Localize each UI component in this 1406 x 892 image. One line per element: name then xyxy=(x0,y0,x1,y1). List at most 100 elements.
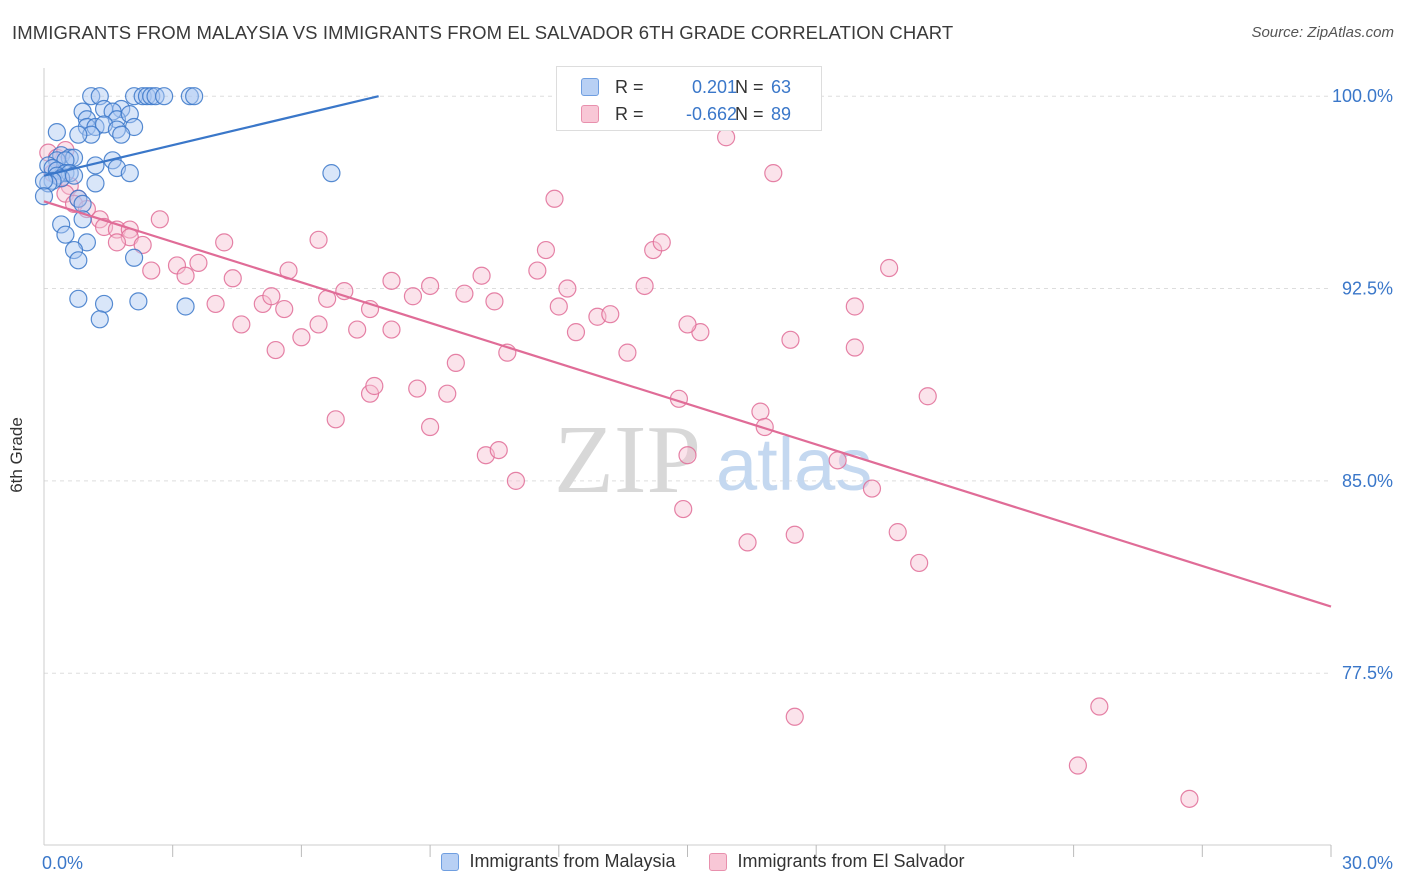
el-salvador-point xyxy=(421,276,440,296)
stats-legend: R = 0.201 N = 63 R = -0.662 N = 89 xyxy=(556,66,822,131)
malaysia-trend-line xyxy=(43,95,379,177)
y-tick-label: 92.5% xyxy=(1342,279,1393,299)
malaysia-point xyxy=(69,289,88,308)
el-salvador-point xyxy=(717,128,736,147)
malaysia-point xyxy=(90,310,109,329)
el-salvador-trend-line xyxy=(43,200,1332,608)
el-salvador-n-value: 89 xyxy=(771,103,792,124)
legend-swatch-malaysia xyxy=(441,852,460,871)
el-salvador-point xyxy=(472,266,491,285)
malaysia-point xyxy=(94,294,114,314)
el-salvador-point xyxy=(678,315,697,334)
el-salvador-point xyxy=(275,299,294,319)
malaysia-point xyxy=(69,125,88,144)
malaysia-n-value: 63 xyxy=(771,76,792,97)
malaysia-point xyxy=(64,240,84,260)
el-salvador-point xyxy=(781,330,800,349)
malaysia-swatch xyxy=(581,78,599,96)
el-salvador-swatch xyxy=(581,105,599,123)
el-salvador-point xyxy=(528,261,547,280)
el-salvador-point xyxy=(506,471,526,490)
el-salvador-point xyxy=(558,279,577,298)
y-axis-label: 6th Grade xyxy=(7,417,26,493)
x-tick-label: 30.0% xyxy=(1342,853,1393,873)
el-salvador-point xyxy=(618,343,637,362)
el-salvador-point xyxy=(189,253,208,272)
el-salvador-point xyxy=(910,553,929,573)
el-salvador-point xyxy=(382,271,401,290)
el-salvador-point xyxy=(674,499,693,519)
el-salvador-point xyxy=(845,338,864,357)
malaysia-point xyxy=(34,187,54,206)
el-salvador-point xyxy=(133,235,152,255)
el-salvador-point xyxy=(232,315,251,334)
r-label: R = xyxy=(615,103,644,124)
el-salvador-point xyxy=(365,376,384,396)
y-tick-labels: 100.0% 92.5% 85.0% 77.5% xyxy=(1332,86,1393,683)
el-salvador-point xyxy=(678,446,697,465)
legend-label-malaysia: Immigrants from Malaysia xyxy=(469,851,676,871)
source-credit: Source: ZipAtlas.com xyxy=(1251,24,1394,41)
el-salvador-point xyxy=(536,240,556,260)
el-salvador-point xyxy=(549,297,568,316)
y-tick-label: 77.5% xyxy=(1342,663,1393,683)
malaysia-r-value: 0.201 xyxy=(691,76,737,97)
r-label: R = xyxy=(615,76,644,97)
el-salvador-point xyxy=(1090,697,1109,716)
malaysia-point xyxy=(120,164,139,183)
el-salvador-point xyxy=(438,384,457,403)
el-salvador-point xyxy=(223,269,242,288)
el-salvador-points xyxy=(39,128,1199,808)
watermark: ZIP atlas xyxy=(554,406,872,514)
malaysia-point xyxy=(129,292,148,311)
trend-lines xyxy=(43,95,1332,608)
el-salvador-point xyxy=(150,210,169,229)
malaysia-point xyxy=(64,166,84,185)
malaysia-points xyxy=(34,87,341,329)
el-salvador-point xyxy=(738,533,757,552)
el-salvador-point xyxy=(348,320,367,339)
el-salvador-point xyxy=(652,233,671,252)
el-salvador-point xyxy=(262,287,281,306)
watermark-zip: ZIP xyxy=(554,406,701,514)
el-salvador-point xyxy=(880,258,899,278)
el-salvador-point xyxy=(266,340,285,360)
el-salvador-point xyxy=(309,315,328,334)
malaysia-point xyxy=(185,87,204,106)
el-salvador-point xyxy=(215,233,234,252)
legend-label-el-salvador: Immigrants from El Salvador xyxy=(737,851,965,871)
el-salvador-point xyxy=(142,261,161,280)
el-salvador-point xyxy=(785,525,804,544)
malaysia-point xyxy=(322,164,341,183)
malaysia-point xyxy=(56,225,75,244)
legend-item-malaysia[interactable]: Immigrants from Malaysia xyxy=(441,851,675,872)
el-salvador-point xyxy=(785,707,804,726)
el-salvador-point xyxy=(446,353,465,373)
el-salvador-point xyxy=(601,305,620,324)
chart-title: IMMIGRANTS FROM MALAYSIA VS IMMIGRANTS F… xyxy=(12,22,954,43)
el-salvador-point xyxy=(862,479,882,498)
el-salvador-point xyxy=(421,417,440,437)
malaysia-point xyxy=(176,297,195,316)
gridlines xyxy=(44,95,1331,674)
el-salvador-point xyxy=(845,297,864,316)
el-salvador-point xyxy=(635,276,654,296)
malaysia-point xyxy=(124,248,144,267)
el-salvador-point xyxy=(455,284,474,303)
el-salvador-r-value: -0.662 xyxy=(685,103,737,124)
legend-swatch-el-salvador xyxy=(709,852,728,871)
el-salvador-point xyxy=(755,417,774,437)
malaysia-point xyxy=(112,125,131,144)
malaysia-point xyxy=(142,87,161,106)
malaysia-point xyxy=(52,215,71,234)
n-label: N = xyxy=(735,76,764,97)
el-salvador-point xyxy=(888,523,907,542)
malaysia-point xyxy=(82,125,101,144)
legend-item-el-salvador[interactable]: Immigrants from El Salvador xyxy=(709,851,965,872)
el-salvador-point xyxy=(485,292,504,311)
malaysia-point xyxy=(69,251,88,270)
el-salvador-point xyxy=(1068,756,1087,775)
el-salvador-point xyxy=(176,266,195,285)
watermark-atlas: atlas xyxy=(716,423,872,506)
